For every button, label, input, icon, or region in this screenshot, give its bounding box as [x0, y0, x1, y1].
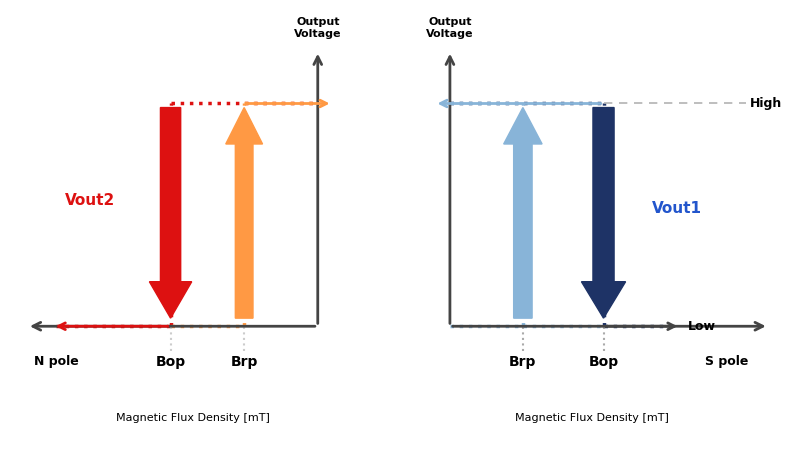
Text: High: High [750, 97, 782, 110]
FancyArrow shape [226, 108, 262, 318]
FancyArrow shape [582, 108, 626, 318]
Text: Bop: Bop [589, 355, 618, 369]
Text: S pole: S pole [705, 355, 748, 368]
FancyArrow shape [150, 108, 192, 318]
Text: Brp: Brp [230, 355, 258, 369]
Text: Output
Voltage: Output Voltage [294, 17, 342, 39]
Text: Low: Low [688, 320, 716, 333]
Text: Vout2: Vout2 [65, 193, 114, 208]
Text: N pole: N pole [34, 355, 79, 368]
Text: Vout1: Vout1 [651, 201, 702, 216]
Text: Brp: Brp [509, 355, 537, 369]
Text: Output
Voltage: Output Voltage [426, 17, 474, 39]
Text: Magnetic Flux Density [mT]: Magnetic Flux Density [mT] [515, 414, 669, 423]
Text: Magnetic Flux Density [mT]: Magnetic Flux Density [mT] [116, 414, 270, 423]
FancyArrow shape [504, 108, 542, 318]
Text: Bop: Bop [155, 355, 186, 369]
